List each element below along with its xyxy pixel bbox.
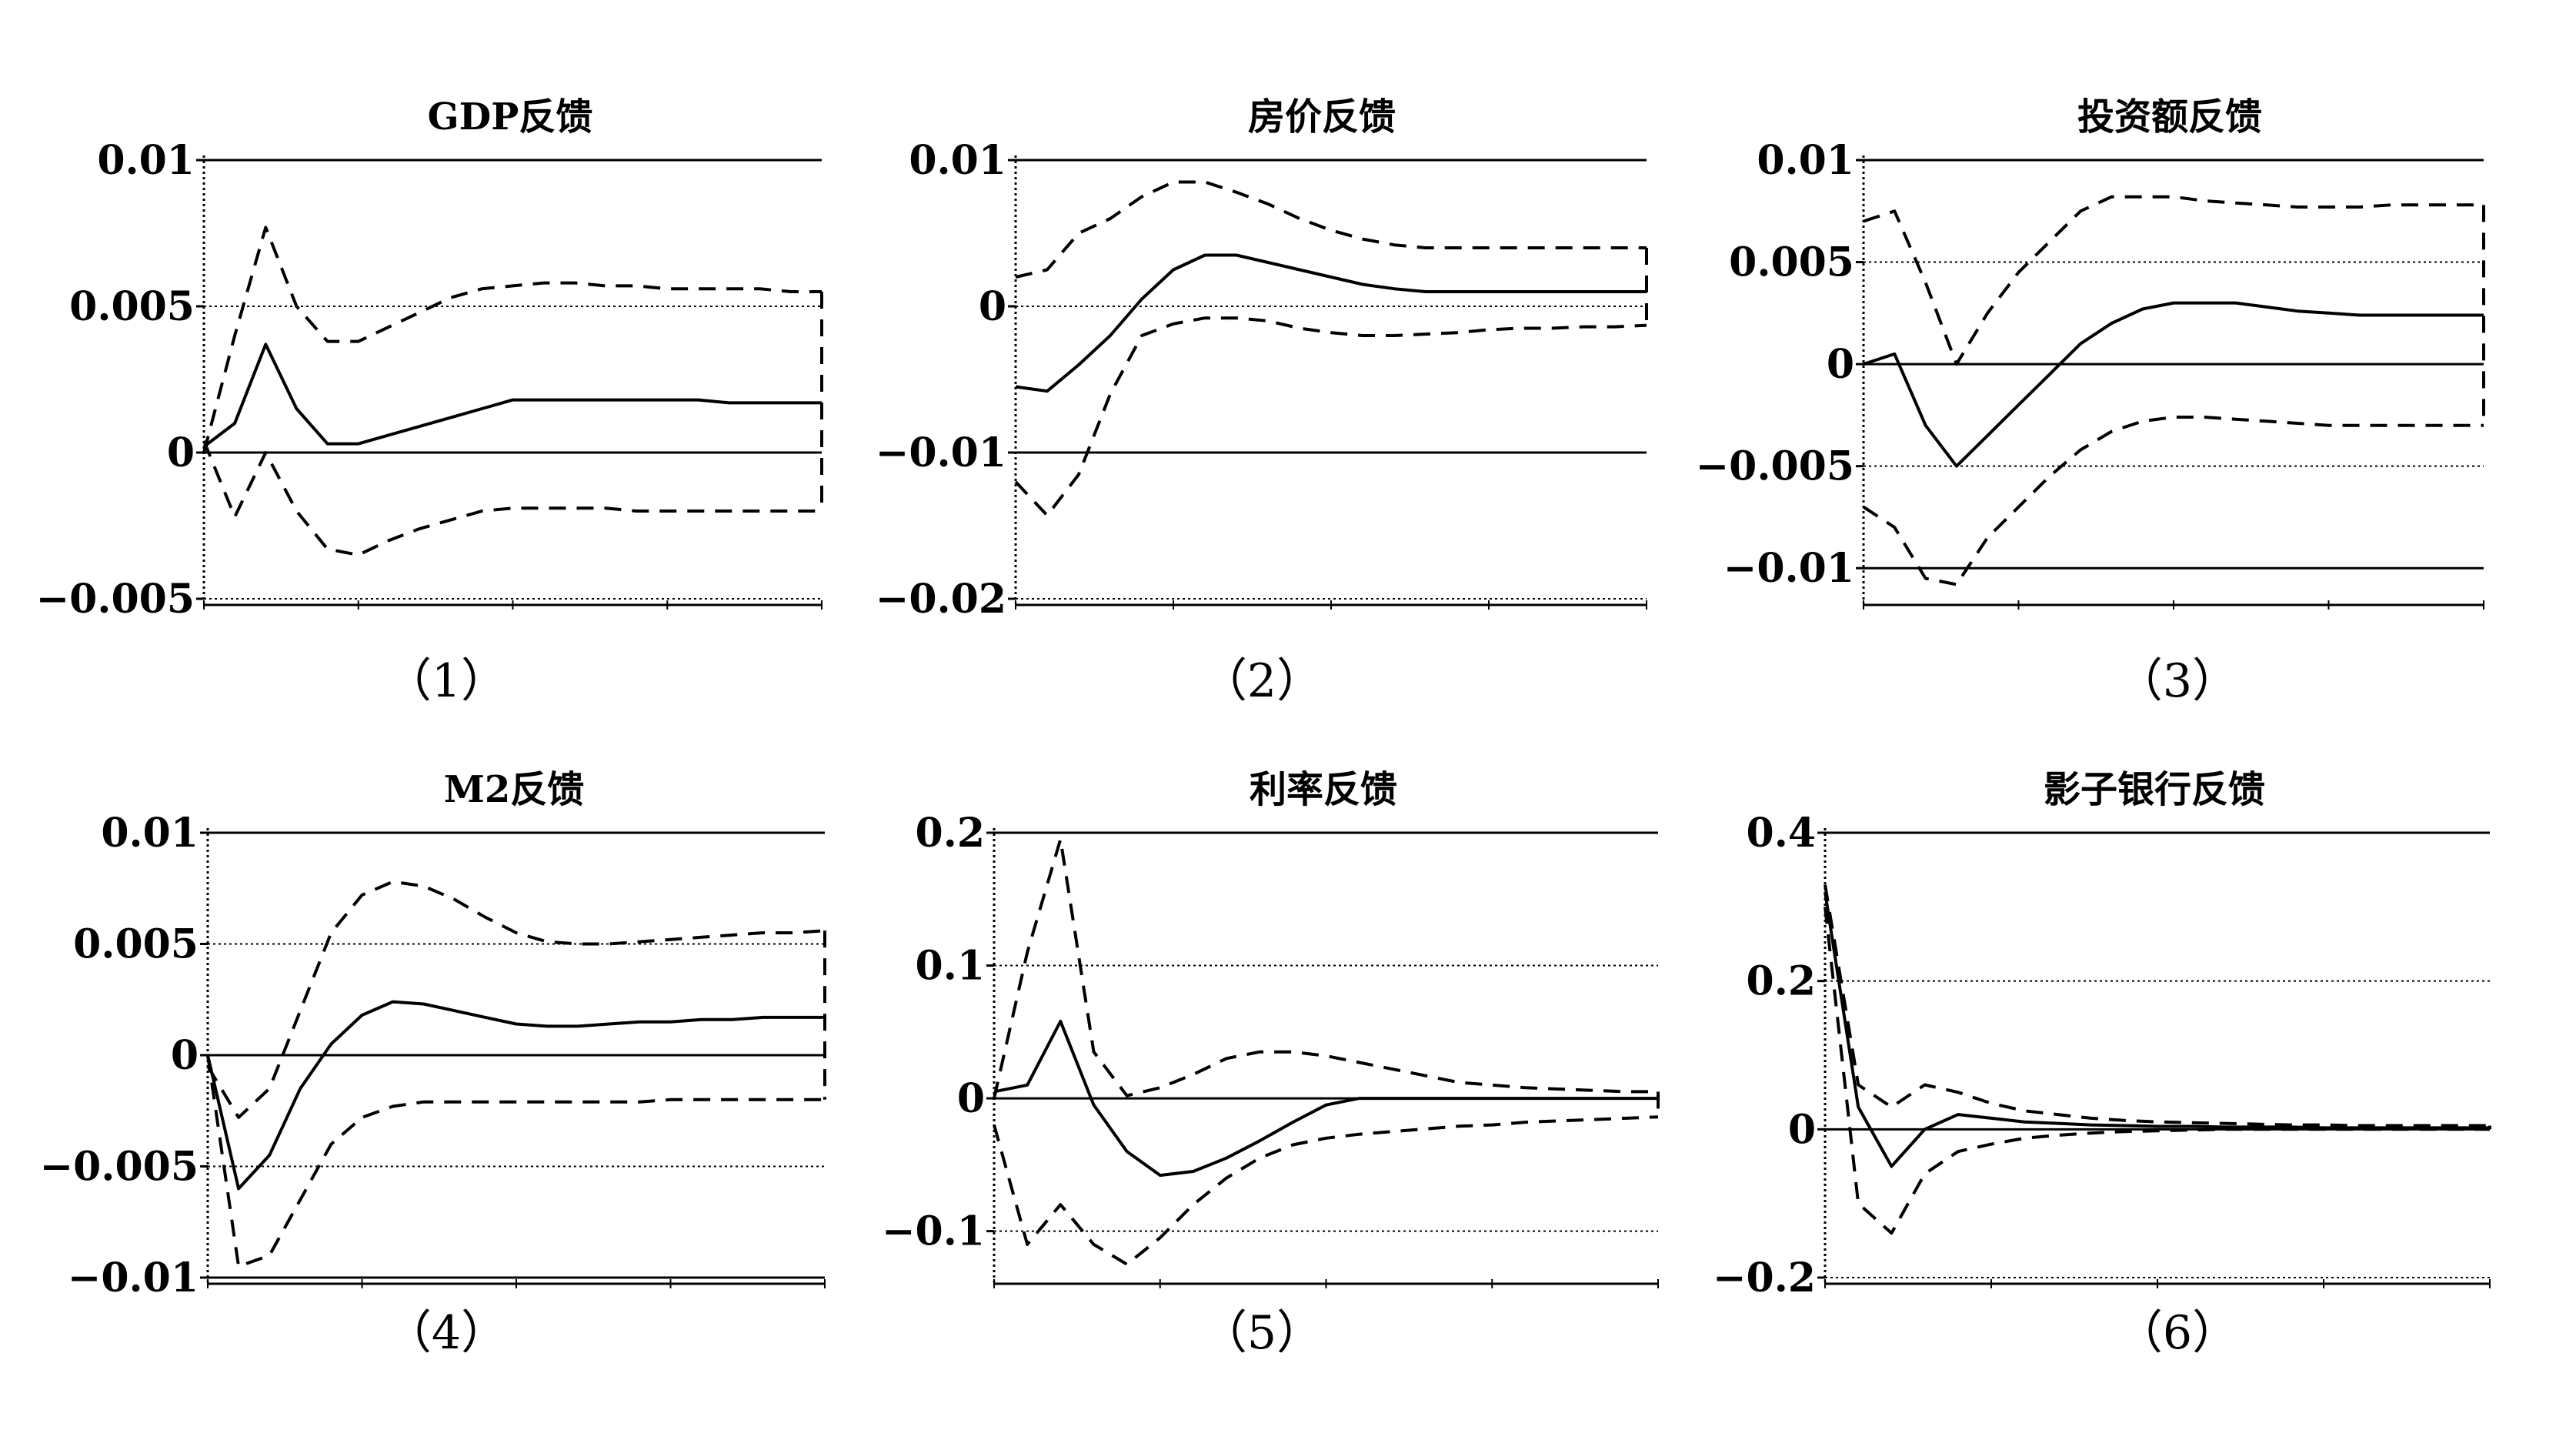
y-tick-label: 0.01 <box>101 810 199 857</box>
panel-title: M2反馈 <box>444 768 585 811</box>
y-tick-label: 0 <box>979 283 1006 330</box>
panel-title: 利率反馈 <box>1250 768 1397 811</box>
y-tick-label: 0.2 <box>1747 958 1816 1005</box>
upper-band-line <box>1863 195 2484 366</box>
lower-band-line <box>1014 316 1647 517</box>
y-tick-label: 0.1 <box>916 943 985 990</box>
upper-band-line <box>202 226 822 453</box>
lower-band-line <box>206 1054 825 1268</box>
panel-title: 影子银行反馈 <box>2044 768 2265 811</box>
panel-caption: （4） <box>385 1306 507 1360</box>
y-tick-label: 0.005 <box>69 283 195 330</box>
y-tick-label: −0.005 <box>40 1144 199 1191</box>
y-tick-label: 0.005 <box>1729 239 1854 286</box>
panel-2: 0.01 0 −0.01 −0.02 房价反馈 （2） <box>876 95 1648 708</box>
y-tick-label: 0 <box>1827 341 1854 388</box>
panel-title: GDP反馈 <box>428 95 593 139</box>
panel-title: 投资额反馈 <box>2077 95 2262 139</box>
panel-title: 房价反馈 <box>1248 95 1396 139</box>
y-tick-label: −0.02 <box>876 576 1006 623</box>
y-tick-label: −0.01 <box>1723 545 1854 592</box>
lower-band-line <box>993 1115 1659 1266</box>
upper-band-line <box>1015 180 1647 279</box>
panel-caption: （6） <box>2117 1306 2238 1360</box>
panel-5: 0.2 0.1 0 −0.1 利率反馈 （5） <box>882 768 1660 1360</box>
panel-caption: （3） <box>2117 654 2238 708</box>
response-line <box>206 1000 825 1191</box>
y-tick-label: 0.2 <box>916 810 985 857</box>
response-line <box>1015 253 1647 393</box>
panel-caption: （5） <box>1201 1306 1323 1360</box>
response-line <box>993 1020 1658 1178</box>
y-tick-label: −0.01 <box>68 1255 199 1301</box>
y-tick-label: −0.2 <box>1713 1255 1816 1301</box>
panel-caption: （2） <box>1201 654 1323 708</box>
y-tick-label: 0 <box>167 429 195 476</box>
panel-1: 0.01 0.005 0 −0.005 GDP反馈 （1） <box>36 95 823 708</box>
panel-3: 0.01 0.005 0 −0.005 −0.01 投资额反馈 （3） <box>1696 95 2485 708</box>
upper-band-line <box>206 880 826 1119</box>
panel-6: 0.4 0.2 0 −0.2 影子银行反馈 （6） <box>1713 768 2491 1360</box>
response-line <box>1863 301 2484 468</box>
y-tick-label: 0.4 <box>1747 810 1816 857</box>
y-tick-label: 0.01 <box>97 137 195 184</box>
lower-band-line <box>202 440 822 556</box>
upper-band-line <box>1824 884 2490 1128</box>
lower-band-line <box>1824 907 2490 1235</box>
panel-4: 0.01 0.005 0 −0.005 −0.01 M2反馈 （4） <box>40 768 826 1360</box>
y-tick-label: 0.005 <box>73 921 199 968</box>
y-tick-label: 0 <box>957 1075 985 1122</box>
response-line <box>202 342 822 448</box>
y-tick-label: −0.1 <box>882 1208 985 1255</box>
y-tick-label: −0.005 <box>36 576 195 623</box>
y-tick-label: −0.005 <box>1696 443 1854 490</box>
lower-band-line <box>1862 416 2484 586</box>
upper-band-line <box>993 837 1658 1099</box>
y-tick-label: 0 <box>171 1032 199 1079</box>
panel-caption: （1） <box>385 654 507 708</box>
y-tick-label: −0.01 <box>876 429 1006 476</box>
y-tick-label: 0.01 <box>1757 137 1854 184</box>
y-tick-label: 0.01 <box>909 137 1006 184</box>
y-tick-label: 0 <box>1788 1106 1816 1153</box>
